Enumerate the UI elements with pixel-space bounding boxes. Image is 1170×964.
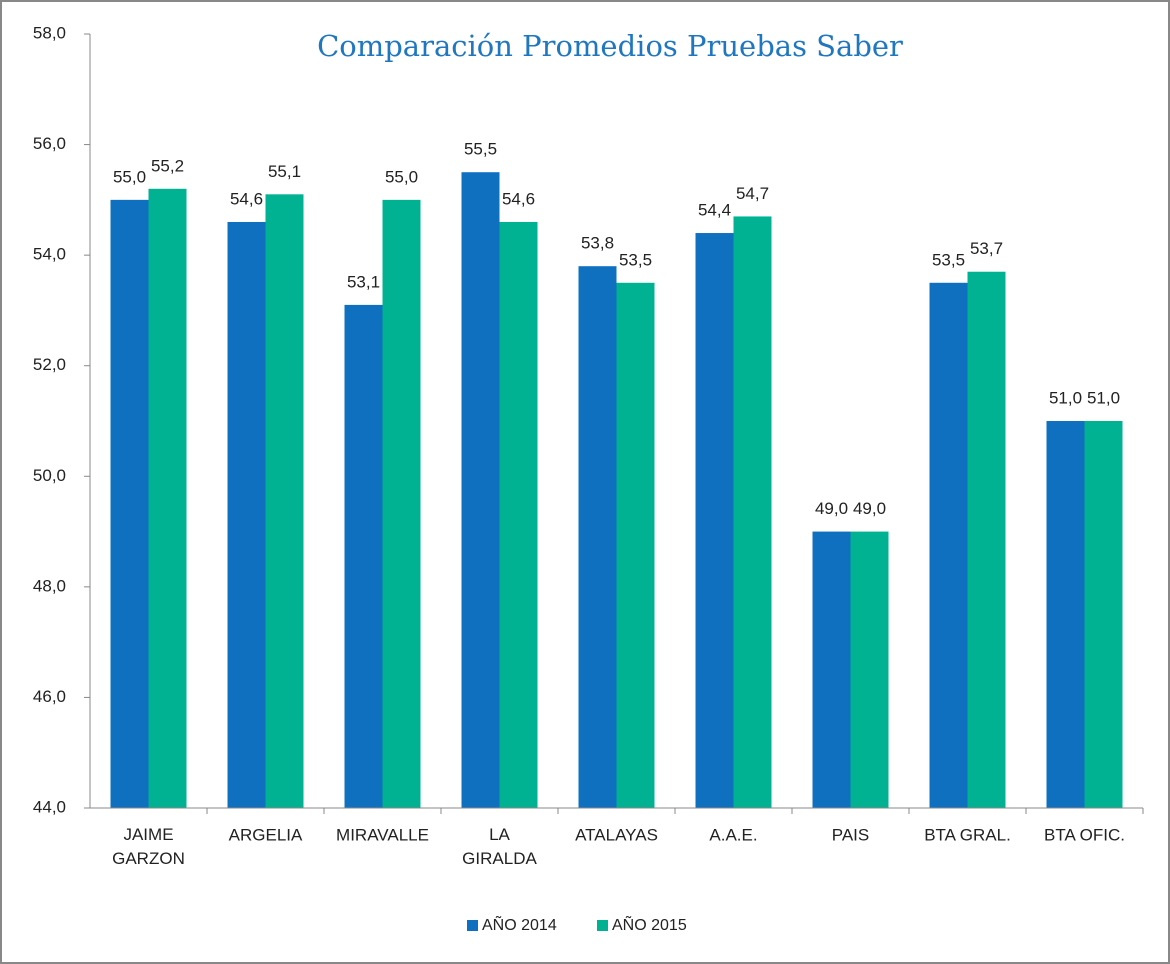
value-label: 53,1 <box>347 272 380 291</box>
x-tick-label: A.A.E. <box>709 825 757 844</box>
legend-label: AÑO 2014 <box>482 914 557 934</box>
value-label: 55,2 <box>151 156 184 175</box>
legend-swatch <box>467 920 478 931</box>
bar <box>461 172 500 808</box>
bar <box>695 233 734 808</box>
y-tick-label: 44,0 <box>33 797 66 816</box>
bar <box>812 531 851 808</box>
y-tick-label: 52,0 <box>33 355 66 374</box>
bar <box>499 221 538 808</box>
bar <box>227 221 266 808</box>
x-tick-label: BTA GRAL. <box>924 825 1011 844</box>
value-label: 49,0 <box>815 499 848 518</box>
value-label: 54,6 <box>230 189 263 208</box>
bar <box>578 266 617 808</box>
value-label: 55,5 <box>464 140 497 159</box>
x-tick-label: MIRAVALLE <box>336 825 429 844</box>
value-label: 51,0 <box>1049 388 1082 407</box>
bar <box>1084 421 1123 808</box>
bar <box>344 304 383 808</box>
value-label: 53,8 <box>581 234 614 253</box>
bar <box>110 199 149 808</box>
value-label: 55,0 <box>113 167 146 186</box>
value-label: 51,0 <box>1087 388 1120 407</box>
legend-swatch <box>597 920 608 931</box>
bar <box>148 188 187 809</box>
y-tick-label: 58,0 <box>33 23 66 42</box>
bar <box>929 282 968 808</box>
bar <box>850 531 889 808</box>
x-tick-label: BTA OFIC. <box>1044 825 1125 844</box>
value-label: 53,5 <box>619 250 652 269</box>
y-tick-label: 46,0 <box>33 687 66 706</box>
x-tick-label: JAIME GARZON <box>112 825 185 868</box>
bar <box>733 216 772 808</box>
bar <box>382 199 421 808</box>
bar <box>616 282 655 808</box>
value-label: 54,6 <box>502 189 535 208</box>
y-tick-label: 48,0 <box>33 576 66 595</box>
value-label: 55,0 <box>385 167 418 186</box>
value-label: 53,5 <box>932 250 965 269</box>
x-tick-label: ARGELIA <box>229 825 303 844</box>
value-label: 49,0 <box>853 499 886 518</box>
bar <box>1046 421 1085 808</box>
y-tick-label: 50,0 <box>33 466 66 485</box>
x-tick-label: PAIS <box>832 825 869 844</box>
x-tick-label: LA GIRALDA <box>462 825 537 868</box>
value-label: 54,7 <box>736 184 769 203</box>
bar <box>265 194 304 809</box>
legend-label: AÑO 2015 <box>612 914 687 934</box>
x-tick-label: ATALAYAS <box>575 825 658 844</box>
bar <box>967 271 1006 808</box>
y-tick-label: 54,0 <box>33 245 66 264</box>
value-label: 54,4 <box>698 201 731 220</box>
value-label: 55,1 <box>268 162 301 181</box>
value-label: 53,7 <box>970 239 1003 258</box>
y-tick-label: 56,0 <box>33 134 66 153</box>
chart-title: Comparación Promedios Pruebas Saber <box>317 29 903 63</box>
